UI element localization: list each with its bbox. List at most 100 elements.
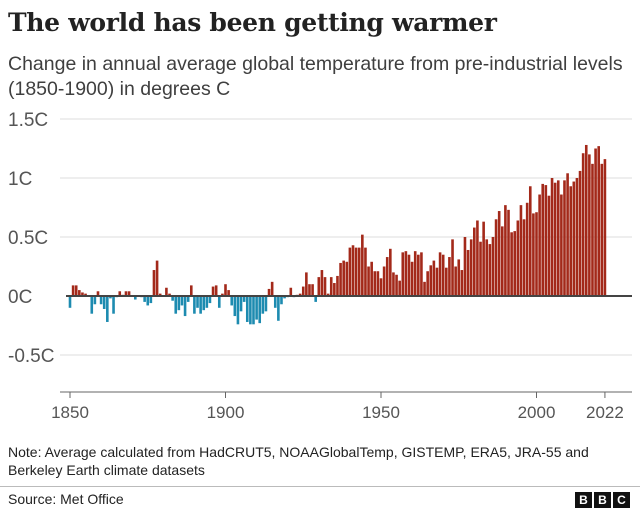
chart-subtitle: Change in annual average global temperat… xyxy=(8,53,623,100)
bar-1956 xyxy=(398,280,401,296)
bar-1969 xyxy=(438,252,442,296)
chart-note: Note: Average calculated from HadCRUT5, … xyxy=(8,444,589,478)
bar-1883 xyxy=(171,296,174,301)
y-tick-label: 0C xyxy=(8,287,32,308)
bar-1958 xyxy=(404,251,408,296)
bar-1996 xyxy=(522,219,526,296)
bar-1999 xyxy=(532,213,535,296)
bar-1891 xyxy=(196,296,199,308)
x-tick-label: 1950 xyxy=(362,403,400,422)
bar-2006 xyxy=(553,182,557,296)
bar-1860 xyxy=(99,296,103,305)
bar-1948 xyxy=(373,271,377,296)
bar-1854 xyxy=(81,292,84,296)
bar-1902 xyxy=(230,296,234,306)
bar-2018 xyxy=(591,163,594,296)
bar-1988 xyxy=(497,211,501,296)
bar-2009 xyxy=(563,180,566,296)
bar-1916 xyxy=(273,296,277,308)
bar-1890 xyxy=(193,296,196,314)
bar-1879 xyxy=(158,293,162,296)
y-tick-label: 0.5C xyxy=(8,228,48,249)
bar-1968 xyxy=(435,267,439,296)
bar-1858 xyxy=(93,296,97,305)
bar-1908 xyxy=(249,296,252,325)
bar-1875 xyxy=(146,296,150,306)
bar-2001 xyxy=(538,194,541,296)
y-tick-label: -0.5C xyxy=(8,346,54,367)
bar-1889 xyxy=(189,285,193,296)
bar-1951 xyxy=(382,266,386,296)
bar-1900 xyxy=(224,284,227,296)
bar-1866 xyxy=(118,291,122,296)
x-tick-label: 1900 xyxy=(207,403,245,422)
bar-1932 xyxy=(323,277,327,296)
bar-2013 xyxy=(575,178,579,296)
bar-2007 xyxy=(556,180,560,296)
bar-1910 xyxy=(255,296,258,320)
bar-1862 xyxy=(106,296,109,322)
bar-1931 xyxy=(320,270,324,296)
bar-2017 xyxy=(588,154,591,296)
bar-1962 xyxy=(417,254,420,296)
bar-1953 xyxy=(389,248,392,296)
bar-1855 xyxy=(84,293,87,296)
bar-1888 xyxy=(186,296,190,302)
bar-1915 xyxy=(270,281,274,296)
bar-1957 xyxy=(401,252,405,296)
x-tick-label: 2000 xyxy=(518,403,556,422)
bar-1993 xyxy=(513,231,517,296)
bar-1874 xyxy=(143,296,146,302)
bar-1924 xyxy=(298,293,302,296)
bar-1984 xyxy=(485,239,489,296)
x-tick-label: 1850 xyxy=(51,403,89,422)
bar-2021 xyxy=(600,163,604,296)
bar-1853 xyxy=(78,290,81,296)
bar-1983 xyxy=(482,221,485,296)
bar-1970 xyxy=(441,254,445,296)
bar-1986 xyxy=(491,237,495,296)
bar-1876 xyxy=(149,296,153,304)
bar-1918 xyxy=(280,296,283,305)
bar-1926 xyxy=(305,272,308,296)
bar-1967 xyxy=(432,260,436,296)
bar-1898 xyxy=(217,296,221,308)
bar-1925 xyxy=(301,286,305,296)
bar-1894 xyxy=(205,296,209,308)
bar-1852 xyxy=(74,285,78,296)
bar-1960 xyxy=(410,261,414,296)
bar-2002 xyxy=(541,183,545,296)
bar-1990 xyxy=(504,205,507,296)
bar-1878 xyxy=(155,260,159,296)
divider xyxy=(0,486,640,487)
bar-1929 xyxy=(314,296,317,302)
bar-1955 xyxy=(395,274,398,296)
bar-1972 xyxy=(448,257,451,296)
bar-2010 xyxy=(566,173,569,296)
bar-1893 xyxy=(202,296,206,311)
bar-1985 xyxy=(488,244,492,296)
bar-1868 xyxy=(124,291,128,296)
bar-1982 xyxy=(479,241,482,296)
bar-1973 xyxy=(451,239,454,296)
bar-1940 xyxy=(348,247,352,296)
bar-1882 xyxy=(168,293,171,296)
bar-1934 xyxy=(329,277,333,296)
bar-1964 xyxy=(423,281,426,296)
bar-1887 xyxy=(183,296,187,317)
bar-2011 xyxy=(569,186,573,296)
bar-1980 xyxy=(473,227,476,296)
temperature-bar-chart: 1.5C 1C 0.5C 0C -0.5C 1850 1900 1950 2000 2022 xyxy=(8,110,632,422)
y-tick-label: 1C xyxy=(8,169,32,190)
bar-1987 xyxy=(494,219,498,296)
bar-1930 xyxy=(317,277,321,296)
bar-1971 xyxy=(445,267,448,296)
bar-1863 xyxy=(109,296,112,299)
bar-1963 xyxy=(420,252,423,296)
bar-1911 xyxy=(258,296,262,324)
bar-1927 xyxy=(308,284,311,296)
bar-1897 xyxy=(214,285,218,296)
bar-2003 xyxy=(544,185,548,296)
bar-1864 xyxy=(112,296,115,314)
